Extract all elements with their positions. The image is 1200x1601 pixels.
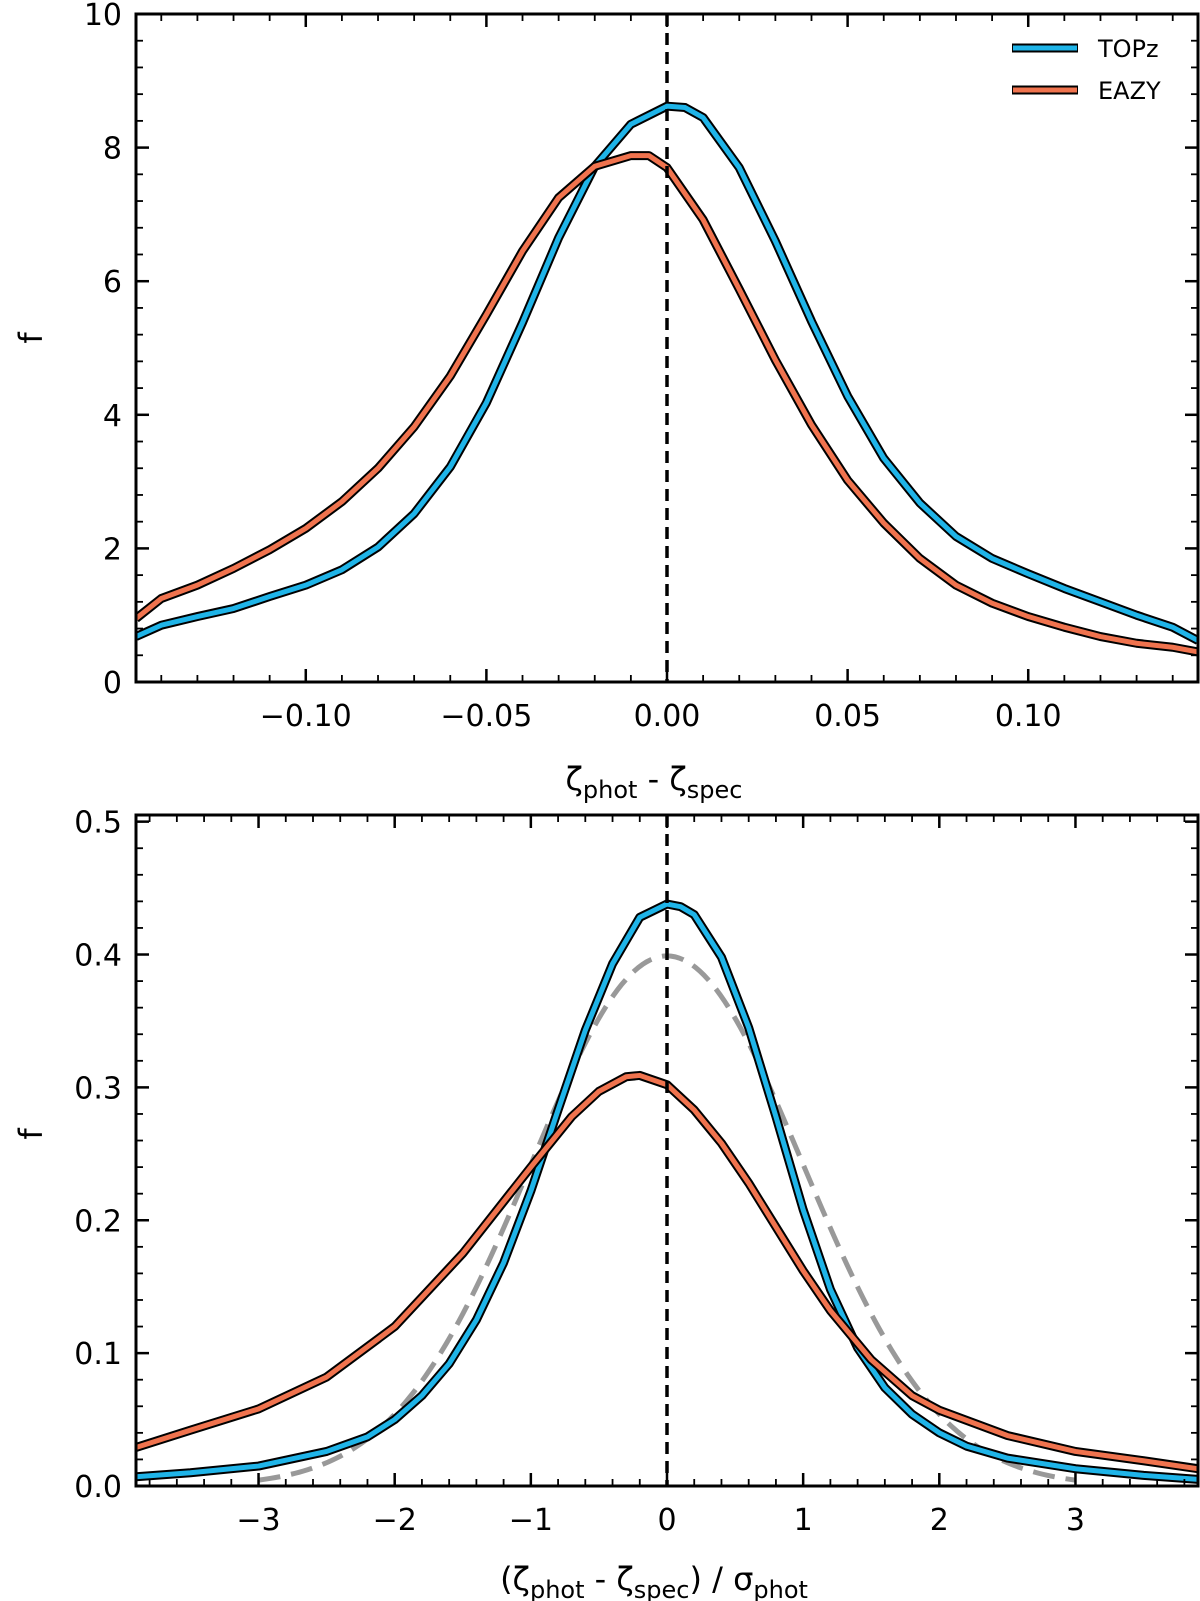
top-xtick-label: −0.10: [260, 699, 352, 734]
top-xlabel-main: ζ: [566, 760, 583, 798]
top-ytick-label: 6: [103, 265, 122, 300]
bottom-xlabel: (ζphot - ζspec) / σphot: [500, 1560, 808, 1601]
top-xtick-label: 0.00: [634, 699, 701, 734]
bottom-ytick-label: 0.5: [74, 806, 122, 841]
top-xlabel: ζphot - ζspec: [566, 760, 743, 804]
bottom-ytick-label: 0.4: [74, 939, 122, 974]
legend: TOPz EAZY: [1012, 35, 1161, 105]
legend-label-topz: TOPz: [1097, 35, 1159, 63]
top-panel: f ζphot - ζspec TOPz EAZY −0.10 −0.05 0.00…: [12, 0, 1200, 804]
top-xtick-label: −0.05: [440, 699, 532, 734]
top-ytick-label: 0: [103, 666, 122, 701]
top-plot-area: [136, 14, 1198, 682]
legend-label-eazy: EAZY: [1098, 77, 1161, 105]
top-ylabel: f: [12, 332, 50, 344]
bottom-series-eazy-line: [136, 1072, 1198, 1472]
bottom-ylabel: f: [12, 1128, 50, 1140]
bottom-xtick-label: 2: [930, 1503, 949, 1538]
legend-entry-eazy: EAZY: [1012, 77, 1161, 105]
top-series-topz-line: [136, 103, 1198, 643]
bottom-xtick-label: 1: [794, 1503, 813, 1538]
bottom-xtick-label: 3: [1066, 1503, 1085, 1538]
bottom-xtick-label: 0: [657, 1503, 676, 1538]
top-xlabel-mid: - ζ: [637, 760, 686, 798]
bottom-ytick-label: 0.3: [74, 1071, 122, 1106]
bottom-xtick-label: −3: [236, 1503, 280, 1538]
bottom-xlabel-mid: - ζ: [585, 1560, 634, 1598]
bottom-plot-area: [136, 815, 1198, 1486]
top-ytick-label: 2: [103, 532, 122, 567]
bottom-xlabel-sub3: phot: [753, 1576, 808, 1601]
bottom-xlabel-open: (ζ: [500, 1560, 530, 1598]
legend-entry-topz: TOPz: [1012, 35, 1159, 63]
bottom-ytick-label: 0.1: [74, 1337, 122, 1372]
top-xtick-label: 0.05: [814, 699, 881, 734]
bottom-series-topz-line: [136, 901, 1198, 1482]
top-series-eazy-line: [136, 153, 1198, 655]
bottom-panel: f (ζphot - ζspec) / σphot −3 −2 −1 0 1 2 30.00…: [12, 806, 1200, 1601]
top-xlabel-sub1: phot: [583, 776, 638, 804]
top-xtick-label: 0.10: [995, 699, 1062, 734]
bottom-xtick-label: −1: [509, 1503, 553, 1538]
bottom-ytick-label: 0.2: [74, 1204, 122, 1239]
top-xlabel-sub2: spec: [687, 776, 743, 804]
bottom-xlabel-close: ) / σ: [690, 1560, 754, 1598]
bottom-xlabel-sub1: phot: [530, 1576, 585, 1601]
bottom-ytick-label: 0.0: [74, 1470, 122, 1505]
bottom-xtick-label: −2: [373, 1503, 417, 1538]
top-ytick-label: 8: [103, 132, 122, 167]
top-ytick-label: 4: [103, 399, 122, 434]
top-ytick-label: 10: [84, 0, 122, 33]
bottom-xlabel-sub2: spec: [634, 1576, 690, 1601]
